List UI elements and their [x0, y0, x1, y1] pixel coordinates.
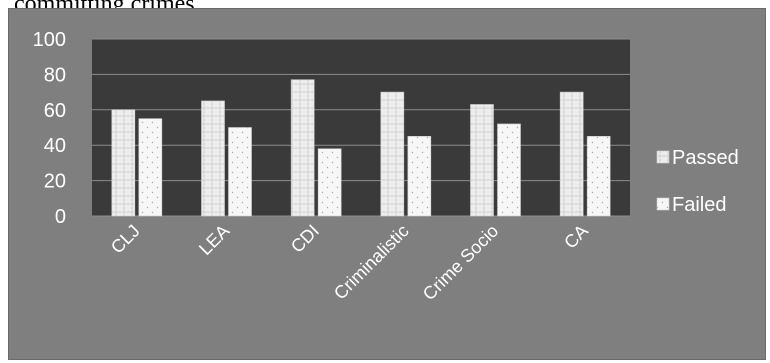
x-category-label: CLJ: [107, 221, 144, 258]
bar-failed: [407, 136, 432, 217]
x-category-label: LEA: [195, 221, 233, 259]
legend-swatch-passed: [656, 150, 670, 164]
y-axis-ticks: 0 20 40 60 80 100: [33, 29, 66, 228]
y-tick-label: 60: [44, 100, 66, 122]
legend-label-failed: Failed: [672, 194, 726, 216]
legend-swatch-failed: [656, 197, 670, 211]
bar-passed: [380, 91, 405, 217]
bar-passed: [470, 104, 494, 217]
legend: Passed Failed: [656, 147, 739, 216]
y-tick-label: 40: [44, 135, 66, 157]
bar-failed: [497, 123, 521, 217]
bar-passed: [201, 100, 225, 217]
bar-passed: [559, 91, 584, 217]
bar-failed: [586, 136, 611, 217]
gridlines: [92, 38, 630, 217]
plot-background: [92, 39, 630, 216]
y-tick-label: 100: [33, 29, 66, 51]
legend-label-passed: Passed: [672, 147, 739, 169]
bar-failed: [228, 127, 252, 217]
x-category-label: CA: [560, 221, 592, 253]
y-tick-label: 20: [44, 171, 66, 193]
bar-passed: [290, 79, 315, 217]
x-category-label: Criminalistic: [330, 221, 413, 304]
x-category-label: Crime Socio: [419, 221, 502, 304]
bar-failed: [317, 148, 342, 217]
x-axis-labels: CLJ LEA CDI Criminalistic Crime Socio CA: [107, 221, 592, 304]
bar-failed: [138, 118, 163, 217]
bars: [111, 79, 611, 217]
x-category-label: CDI: [287, 221, 323, 257]
y-tick-label: 80: [44, 64, 66, 86]
y-tick-label: 0: [55, 206, 66, 228]
bar-passed: [111, 109, 136, 217]
